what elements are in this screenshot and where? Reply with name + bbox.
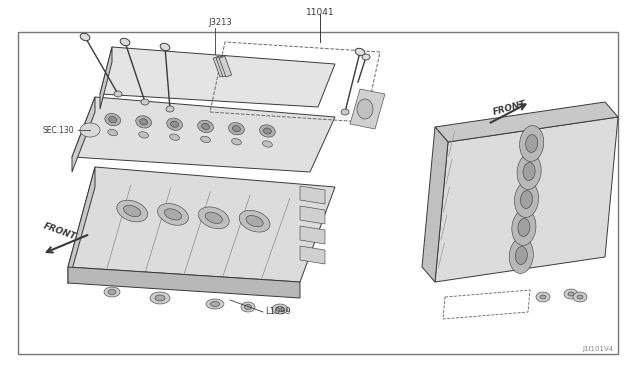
- Polygon shape: [100, 47, 335, 107]
- Ellipse shape: [246, 216, 263, 227]
- Ellipse shape: [232, 138, 241, 145]
- Polygon shape: [72, 97, 335, 172]
- Polygon shape: [300, 246, 325, 264]
- Ellipse shape: [124, 205, 141, 217]
- Ellipse shape: [150, 292, 170, 304]
- Polygon shape: [350, 89, 385, 129]
- Ellipse shape: [362, 54, 370, 60]
- Ellipse shape: [276, 307, 284, 311]
- Ellipse shape: [170, 134, 179, 140]
- Ellipse shape: [520, 125, 544, 161]
- Polygon shape: [422, 127, 448, 282]
- Bar: [18, 32, 618, 354]
- Ellipse shape: [523, 163, 535, 180]
- Text: FRONT: FRONT: [42, 222, 77, 242]
- Ellipse shape: [114, 91, 122, 97]
- Ellipse shape: [357, 99, 373, 119]
- Ellipse shape: [164, 209, 182, 220]
- Ellipse shape: [272, 304, 288, 314]
- Ellipse shape: [105, 113, 120, 126]
- Ellipse shape: [515, 247, 527, 264]
- Ellipse shape: [136, 116, 152, 128]
- Ellipse shape: [232, 126, 241, 132]
- Polygon shape: [72, 97, 95, 172]
- Ellipse shape: [198, 120, 213, 132]
- Polygon shape: [300, 206, 325, 224]
- Ellipse shape: [120, 38, 130, 46]
- Text: FRONT: FRONT: [492, 99, 527, 117]
- Ellipse shape: [241, 302, 255, 312]
- Ellipse shape: [536, 292, 550, 302]
- Ellipse shape: [520, 190, 532, 208]
- Ellipse shape: [540, 295, 546, 299]
- Bar: [213, 56, 226, 77]
- Ellipse shape: [166, 118, 182, 130]
- Ellipse shape: [140, 119, 148, 125]
- Polygon shape: [435, 102, 618, 142]
- Polygon shape: [68, 167, 335, 282]
- Text: J3213: J3213: [208, 18, 232, 27]
- Polygon shape: [300, 226, 325, 244]
- Ellipse shape: [239, 210, 270, 232]
- Ellipse shape: [141, 99, 149, 105]
- Ellipse shape: [568, 292, 574, 296]
- Bar: [216, 56, 228, 77]
- Ellipse shape: [198, 207, 229, 229]
- Ellipse shape: [509, 238, 533, 273]
- Ellipse shape: [139, 132, 148, 138]
- Polygon shape: [68, 267, 300, 298]
- Ellipse shape: [166, 106, 174, 112]
- Ellipse shape: [80, 123, 100, 137]
- Bar: [219, 56, 232, 77]
- Ellipse shape: [116, 200, 148, 222]
- Polygon shape: [100, 47, 112, 109]
- Ellipse shape: [244, 305, 252, 310]
- Text: J1I101V4: J1I101V4: [583, 346, 614, 352]
- Ellipse shape: [564, 289, 578, 299]
- Ellipse shape: [573, 292, 587, 302]
- Ellipse shape: [355, 48, 365, 56]
- Ellipse shape: [259, 125, 275, 137]
- Ellipse shape: [80, 33, 90, 41]
- Ellipse shape: [200, 136, 211, 142]
- Ellipse shape: [228, 122, 244, 135]
- Ellipse shape: [262, 141, 272, 147]
- Ellipse shape: [577, 295, 583, 299]
- Ellipse shape: [512, 209, 536, 246]
- Ellipse shape: [171, 121, 179, 127]
- Ellipse shape: [160, 43, 170, 51]
- Ellipse shape: [341, 109, 349, 115]
- Ellipse shape: [518, 218, 530, 237]
- Ellipse shape: [104, 287, 120, 297]
- Ellipse shape: [108, 129, 118, 136]
- Ellipse shape: [211, 301, 220, 307]
- Ellipse shape: [525, 135, 538, 153]
- Ellipse shape: [108, 289, 116, 295]
- Text: 11041: 11041: [306, 8, 334, 17]
- Polygon shape: [435, 117, 618, 282]
- Ellipse shape: [264, 128, 271, 134]
- Ellipse shape: [157, 203, 188, 225]
- Ellipse shape: [515, 182, 538, 218]
- Ellipse shape: [202, 124, 209, 129]
- Ellipse shape: [109, 116, 116, 123]
- Polygon shape: [68, 167, 95, 284]
- Polygon shape: [300, 186, 325, 204]
- Ellipse shape: [205, 212, 223, 224]
- Ellipse shape: [155, 295, 165, 301]
- Ellipse shape: [206, 299, 224, 309]
- Text: SEC.130: SEC.130: [42, 125, 74, 135]
- Text: L1099: L1099: [265, 308, 291, 317]
- Ellipse shape: [517, 154, 541, 189]
